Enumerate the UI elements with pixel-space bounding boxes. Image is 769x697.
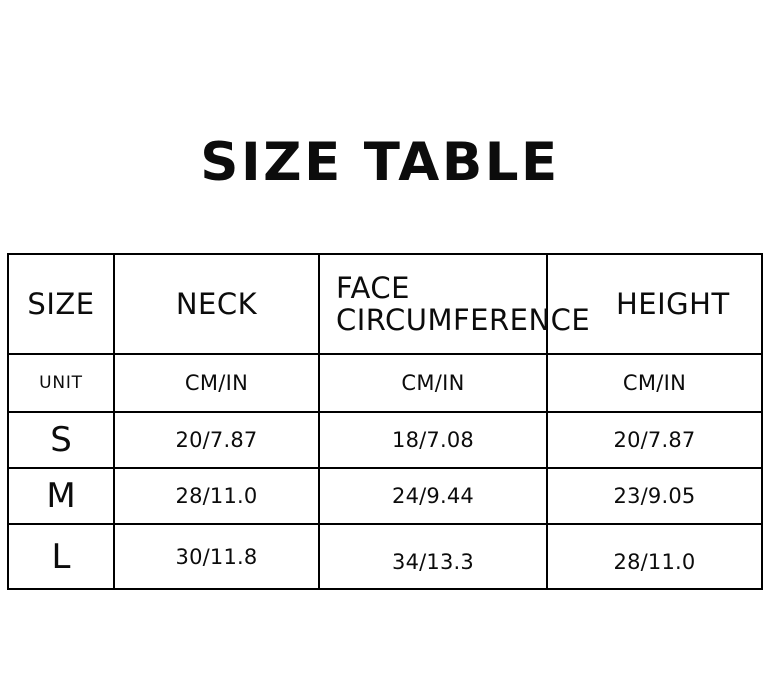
unit-label: UNIT: [7, 353, 115, 413]
row-size-label: S: [7, 411, 115, 469]
size-table-container: SIZE NECK FACE CIRCUMFERENCE HEIGHT UNIT…: [7, 253, 763, 590]
size-table: SIZE NECK FACE CIRCUMFERENCE HEIGHT UNIT…: [7, 253, 763, 590]
row-face-value: 34/13.3: [318, 523, 548, 590]
header-cell-face-circumference: FACE CIRCUMFERENCE: [318, 253, 591, 355]
header-face-line-1: FACE: [336, 270, 410, 305]
header-cell-height: HEIGHT: [546, 253, 763, 355]
row-face-value: 18/7.08: [318, 411, 548, 469]
row-neck-value: 20/7.87: [113, 411, 320, 469]
row-height-value: 23/9.05: [546, 467, 763, 525]
table-row: L 30/11.8 34/13.3 28/11.0: [7, 523, 763, 590]
row-height-value: 28/11.0: [546, 523, 763, 590]
header-cell-size: SIZE: [7, 253, 115, 355]
row-height-value: 20/7.87: [546, 411, 763, 469]
page-title: SIZE TABLE: [200, 132, 560, 193]
row-size-label: L: [7, 523, 115, 590]
row-neck-value: 30/11.8: [113, 523, 320, 590]
unit-face: CM/IN: [318, 353, 548, 413]
table-row: M 28/11.0 24/9.44 23/9.05: [7, 467, 763, 525]
row-neck-value: 28/11.0: [113, 467, 320, 525]
header-cell-neck: NECK: [113, 253, 320, 355]
table-header-row: SIZE NECK FACE CIRCUMFERENCE HEIGHT: [7, 253, 763, 355]
row-face-value: 24/9.44: [318, 467, 548, 525]
table-unit-row: UNIT CM/IN CM/IN CM/IN: [7, 353, 763, 413]
header-face-line-2: CIRCUMFERENCE: [336, 303, 591, 337]
row-size-label: M: [7, 467, 115, 525]
unit-height: CM/IN: [546, 353, 763, 413]
table-row: S 20/7.87 18/7.08 20/7.87: [7, 411, 763, 469]
unit-neck: CM/IN: [113, 353, 320, 413]
